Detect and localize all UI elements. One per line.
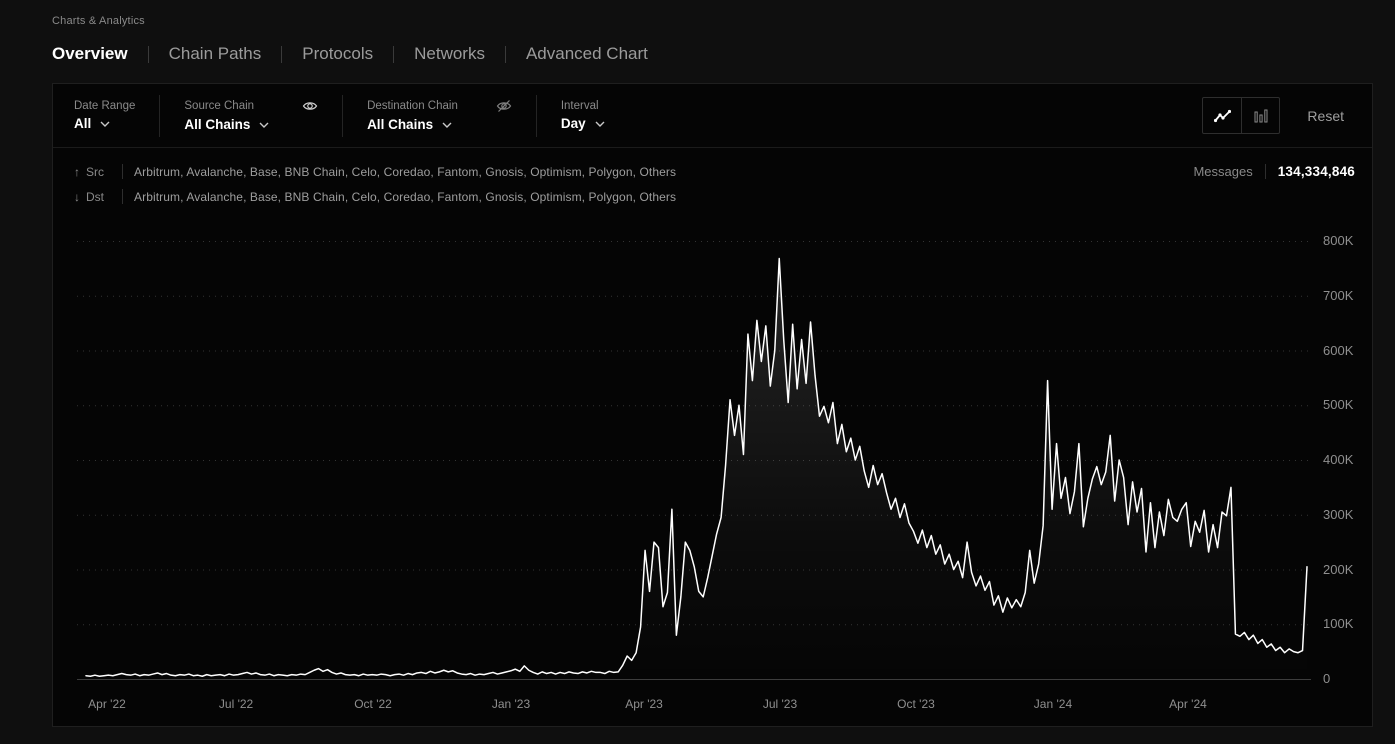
date-range-label: Date Range	[74, 100, 136, 112]
tab-separator	[393, 45, 395, 63]
date-range-filter[interactable]: Date Range All	[74, 100, 159, 131]
src-chain-list: Arbitrum, Avalanche, Base, BNB Chain, Ce…	[134, 164, 677, 179]
chart-area-fill	[86, 258, 1307, 679]
x-tick-label: Apr '23	[625, 697, 663, 711]
src-label: Src	[86, 164, 104, 179]
x-tick-label: Apr '24	[1169, 697, 1207, 711]
y-tick-label: 600K	[1323, 342, 1354, 358]
filter-actions: Reset	[1202, 97, 1372, 134]
x-tick-label: Oct '22	[354, 697, 392, 711]
bar-chart-toggle-button[interactable]	[1241, 98, 1279, 133]
filter-bar: Date Range All Source Chain All Chains	[53, 84, 1372, 148]
eye-off-icon[interactable]	[496, 99, 512, 113]
messages-area-chart[interactable]	[77, 229, 1311, 689]
messages-summary: Messages 134,334,846	[1193, 159, 1355, 184]
messages-label: Messages	[1193, 164, 1253, 179]
y-tick-label: 800K	[1323, 233, 1354, 248]
chart-line	[85, 257, 1308, 678]
breadcrumb: Charts & Analytics	[52, 15, 145, 27]
x-tick-label: Jan '24	[1033, 697, 1073, 711]
dst-label: Dst	[86, 189, 104, 204]
destination-chain-value: All Chains	[367, 117, 434, 132]
tab-advanced-chart[interactable]: Advanced Chart	[525, 44, 648, 63]
filter-divider	[342, 94, 344, 137]
tab-separator	[281, 45, 283, 63]
y-tick-label: 0	[1323, 671, 1331, 686]
line-chart-icon	[1213, 109, 1231, 122]
date-range-value: All	[74, 116, 92, 131]
chevron-down-icon	[100, 121, 110, 127]
tab-separator	[147, 45, 149, 63]
y-tick-label: 400K	[1323, 452, 1354, 467]
tab-chain-paths[interactable]: Chain Paths	[168, 44, 262, 63]
x-tick-label: Jul '23	[762, 697, 798, 711]
src-chain-row: ↑ Src Arbitrum, Avalanche, Base, BNB Cha…	[74, 159, 1372, 184]
chevron-down-icon	[442, 122, 452, 128]
bar-chart-icon	[1254, 109, 1268, 123]
x-axis-labels: Apr '22 Jul '22 Oct '22 Jan '23 Apr '23 Jul '…	[77, 697, 1311, 713]
chart-area[interactable]: 800K 700K 600K 500K 400K 300K 200K 100K 0 Apr '2…	[77, 229, 1353, 711]
destination-chain-label: Destination Chain	[367, 100, 458, 112]
interval-label: Interval	[560, 100, 599, 112]
y-tick-label: 300K	[1323, 506, 1354, 522]
tab-networks[interactable]: Networks	[414, 44, 485, 63]
arrow-down-icon: ↓	[74, 189, 80, 204]
row-divider	[122, 164, 123, 179]
tab-overview[interactable]: Overview	[52, 44, 128, 63]
x-tick-label: Jan '23	[491, 697, 531, 711]
interval-value: Day	[560, 116, 586, 131]
dst-chain-row: ↓ Dst Arbitrum, Avalanche, Base, BNB Cha…	[74, 184, 1372, 209]
x-tick-label: Jul '22	[218, 697, 254, 711]
x-tick-label: Apr '22	[88, 697, 126, 711]
arrow-up-icon: ↑	[74, 164, 80, 179]
analytics-panel: Date Range All Source Chain All Chains	[52, 83, 1373, 727]
y-axis-labels: 800K 700K 600K 500K 400K 300K 200K 100K 0	[1323, 229, 1383, 689]
messages-count: 134,334,846	[1277, 164, 1355, 179]
source-chain-filter[interactable]: Source Chain All Chains	[184, 99, 342, 132]
interval-filter[interactable]: Interval Day	[561, 100, 629, 131]
y-tick-label: 700K	[1323, 287, 1354, 303]
gridlines	[77, 241, 1311, 680]
chevron-down-icon	[259, 122, 269, 128]
y-tick-label: 500K	[1323, 397, 1354, 413]
source-chain-label: Source Chain	[184, 100, 255, 112]
source-chain-value: All Chains	[184, 117, 251, 132]
row-divider	[122, 189, 123, 204]
y-tick-label: 200K	[1323, 561, 1354, 577]
line-chart-toggle-button[interactable]	[1203, 98, 1241, 133]
filter-divider	[159, 94, 161, 137]
tab-bar: Overview Chain Paths Protocols Networks …	[52, 40, 668, 68]
eye-icon[interactable]	[302, 99, 318, 113]
reset-button[interactable]: Reset	[1307, 107, 1344, 124]
chevron-down-icon	[595, 121, 605, 127]
chain-summary: ↑ Src Arbitrum, Avalanche, Base, BNB Cha…	[53, 148, 1372, 209]
row-divider	[1264, 164, 1266, 179]
tab-protocols[interactable]: Protocols	[302, 44, 374, 63]
y-tick-label: 100K	[1323, 616, 1354, 632]
chart-type-toggle	[1202, 97, 1281, 134]
x-tick-label: Oct '23	[897, 697, 935, 711]
tab-separator	[504, 45, 506, 63]
dst-chain-list: Arbitrum, Avalanche, Base, BNB Chain, Ce…	[134, 189, 677, 204]
filter-divider	[535, 94, 537, 137]
destination-chain-filter[interactable]: Destination Chain All Chains	[367, 99, 536, 132]
